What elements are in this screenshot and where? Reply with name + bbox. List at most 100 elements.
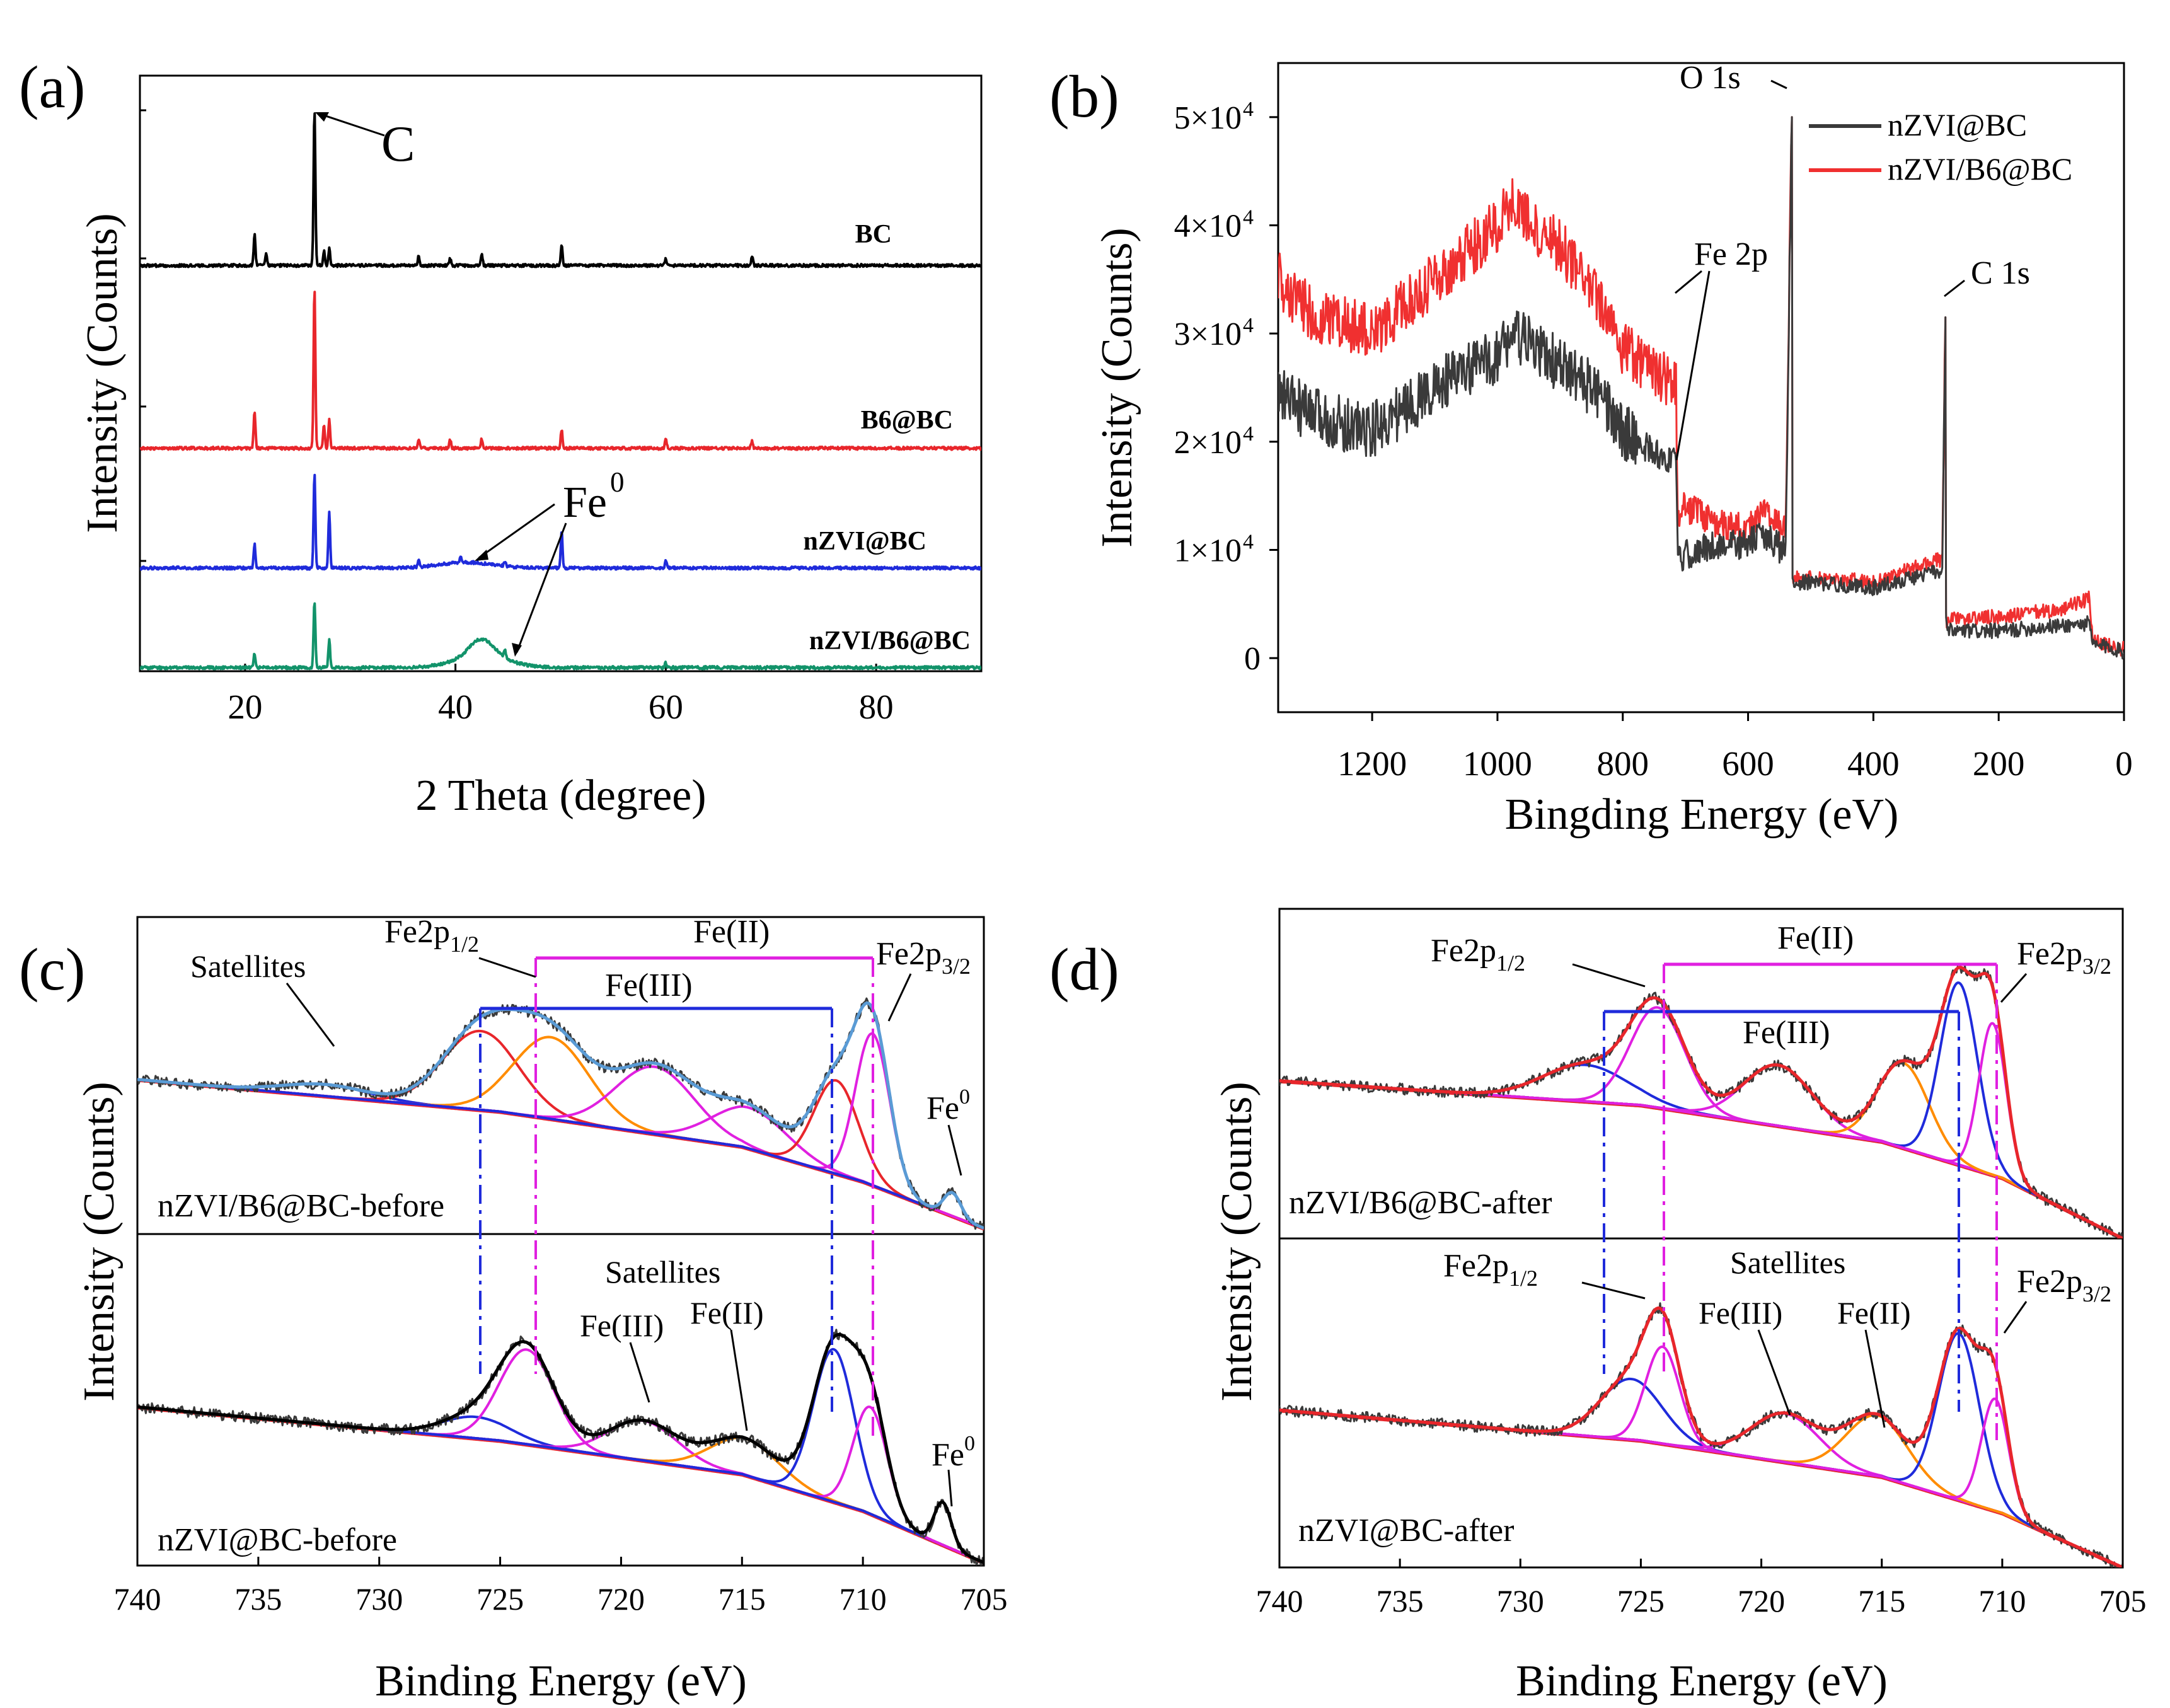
panel-b-label: (b) [1049, 63, 1119, 130]
xps-xtick-label: 740 [114, 1581, 161, 1617]
xps-envelope [137, 1332, 984, 1564]
panel-c: (c) 740 735 730 725 720 715 710 705 Binding Ene… [19, 914, 1008, 1705]
panel-d-x-ticks: 740 735 730 725 720 715 710 705 [1256, 1559, 2147, 1619]
xps-envelope [1279, 966, 2123, 1238]
panel-b-y-ticks: 01×10 42×10 43×10 44×10 45×10 4 [1174, 98, 1278, 677]
c-bot-fe0-arrow [947, 1469, 953, 1507]
c-bot-fe3-arrow [629, 1342, 650, 1403]
xps-xtick-label: 720 [597, 1581, 645, 1617]
b-ytick-exp: 4 [1243, 206, 1254, 229]
panel-c-x-ticks: 740 735 730 725 720 715 710 705 [114, 1557, 1008, 1617]
xps-component [137, 1078, 984, 1230]
xps-xtick-label: 715 [1858, 1583, 1905, 1619]
panel-c-ylabel: Intensity (Counts) [75, 1082, 124, 1401]
xps-xtick-label: 735 [234, 1581, 282, 1617]
annotation-c1s: C 1s [1944, 255, 2030, 297]
panel-a-frame [139, 74, 983, 672]
xps-xtick-label: 705 [961, 1581, 1008, 1617]
b-ytick-label: 0 [1244, 641, 1261, 677]
xps-xtick-label: 710 [840, 1581, 887, 1617]
d-bot-fe2p12-arrow [1581, 1281, 1646, 1300]
b-ytick-exp: 4 [1243, 98, 1254, 121]
a-series-nZVI@BC [140, 473, 981, 571]
panel-d-xlabel: Binding Energy (eV) [1516, 1657, 1888, 1705]
panel-c-xlabel: Binding Energy (eV) [375, 1657, 747, 1705]
b-ytick-exp: 4 [1243, 422, 1254, 446]
legend: nZVI@BC nZVI/B6@BC [1809, 107, 2072, 187]
series-label-bc: BC [855, 220, 892, 249]
b-ytick-label: 1×10 [1174, 533, 1242, 569]
b-xtick-label: 1000 [1463, 744, 1532, 783]
xps-xtick-label: 735 [1376, 1583, 1424, 1619]
panel-b-xlabel: Bingding Energy (eV) [1505, 790, 1899, 839]
b-series-nZVI/B6@BC [1278, 116, 2124, 657]
panel-d-label: (d) [1049, 936, 1119, 1003]
c-top-fe2p32-arrow [887, 973, 912, 1022]
b-xtick-label: 600 [1722, 744, 1774, 783]
annotation-fe0: Fe 0 [475, 466, 625, 657]
series-label-nzvibc: nZVI@BC [804, 527, 926, 556]
svg-text:C 1s: C 1s [1971, 255, 2030, 291]
c-top-fe3: Fe(III) [605, 967, 693, 1003]
xps-xtick-label: 720 [1738, 1583, 1785, 1619]
b-xtick-label: 0 [2115, 744, 2133, 783]
annotation-fe2p: Fe 2p [1675, 236, 1768, 461]
xps-xtick-label: 715 [719, 1581, 766, 1617]
panel-d: (d) 740 735 730 725 720 715 710 705 Binding Ene… [1049, 908, 2147, 1705]
c-bot-satellites: Satellites [605, 1254, 720, 1290]
c-top-satellites: Satellites [190, 949, 306, 984]
d-top-fe3: Fe(III) [1743, 1015, 1830, 1051]
panel-a: (a) 20 40 60 80 2 Theta (degree) Intensity … [19, 54, 983, 820]
d-bot-satellites: Satellites [1730, 1245, 1845, 1280]
panel-b-ylabel: Intensity (Counts) [1093, 228, 1141, 547]
xps-envelope [1279, 1306, 2123, 1567]
d-bot-fe3: Fe(III) [1699, 1295, 1782, 1330]
d-bot-fe2-arrow [1864, 1329, 1886, 1428]
c-bot-fe2: Fe(II) [690, 1295, 764, 1330]
c-top-fe0-arrow [947, 1124, 962, 1176]
b-ytick-label: 5×10 [1174, 100, 1242, 136]
xps-xtick-label: 705 [2099, 1583, 2147, 1619]
svg-text:C: C [381, 117, 415, 172]
panel-a-xlabel: 2 Theta (degree) [415, 771, 706, 820]
panel-c-frame [136, 916, 985, 1567]
xps-xtick-label: 725 [1617, 1583, 1665, 1619]
svg-text:Fe: Fe [563, 478, 607, 527]
c-top-fe2p12: Fe2p1/2 [384, 914, 479, 957]
b-xtick-label: 800 [1596, 744, 1649, 783]
panel-a-x-ticks: 20 40 60 80 [228, 664, 894, 726]
d-bot-fe2p32: Fe2p3/2 [2017, 1264, 2111, 1307]
a-series-BC [140, 112, 981, 268]
d-bot-fe2p32-arrow [2003, 1301, 2028, 1334]
d-top-sample: nZVI/B6@BC-after [1289, 1185, 1552, 1221]
b-ytick-label: 3×10 [1174, 316, 1242, 352]
c-top-fe2p32: Fe2p3/2 [876, 936, 971, 979]
panel-d-ylabel: Intensity (Counts) [1213, 1082, 1261, 1401]
panel-b-x-ticks: 1200 1000 800 600 400 200 0 [1337, 712, 2133, 783]
c-top-sample: nZVI/B6@BC-before [158, 1188, 444, 1224]
panel-d-guides [1603, 962, 1998, 1440]
a-xtick-label: 40 [438, 688, 473, 726]
b-xtick-label: 400 [1847, 744, 1900, 783]
svg-text:Fe 2p: Fe 2p [1694, 236, 1768, 272]
annotation-carbon: C [315, 112, 415, 172]
b-ytick-label: 2×10 [1174, 425, 1242, 461]
panel-a-ylabel: Intensity (Counts) [78, 213, 127, 533]
xps-xtick-label: 740 [1256, 1583, 1303, 1619]
panel-c-guides [479, 956, 874, 1440]
c-top-fe2: Fe(II) [693, 914, 770, 950]
b-ytick-exp: 4 [1243, 531, 1254, 554]
panel-c-label: (c) [19, 936, 85, 1003]
b-xtick-label: 200 [1973, 744, 2025, 783]
a-series-B6@BC [140, 291, 981, 451]
c-bot-fe3: Fe(III) [580, 1308, 664, 1343]
b-ytick-exp: 4 [1243, 314, 1254, 337]
a-series-nZVI/B6@BC [140, 602, 981, 671]
panel-a-label: (a) [19, 54, 85, 120]
a-xtick-label: 20 [228, 688, 262, 726]
xps-baseline-2 [137, 1080, 984, 1231]
b-ytick-label: 4×10 [1174, 209, 1242, 245]
series-label-nzvib6bc: nZVI/B6@BC [809, 626, 971, 655]
d-bot-sample: nZVI@BC-after [1298, 1513, 1514, 1549]
